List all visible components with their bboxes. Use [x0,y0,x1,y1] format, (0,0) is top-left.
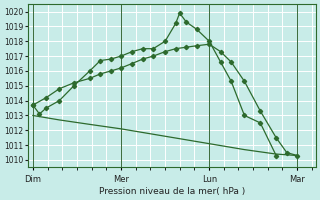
X-axis label: Pression niveau de la mer( hPa ): Pression niveau de la mer( hPa ) [99,187,245,196]
